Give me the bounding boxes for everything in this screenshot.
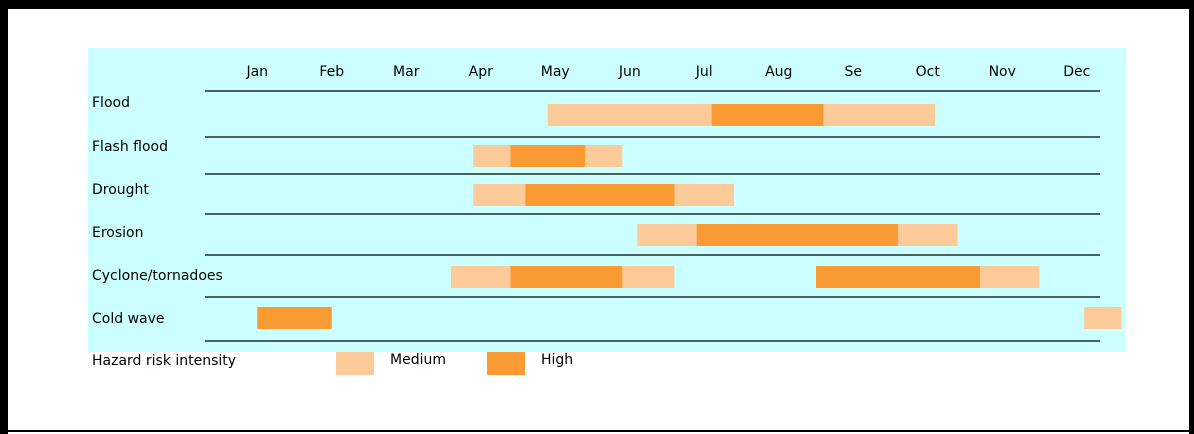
row-label: Flood — [92, 95, 130, 111]
range-bar — [257, 307, 332, 329]
frame-right — [1189, 0, 1194, 434]
x-tick-label: May — [541, 64, 570, 80]
row-label: Cold wave — [92, 311, 165, 327]
legend-swatch — [487, 352, 525, 375]
range-bar — [510, 266, 623, 288]
x-tick-label: Aug — [765, 64, 792, 80]
range-bar — [525, 184, 675, 206]
x-tick-label: Se — [845, 64, 863, 80]
range-bar — [510, 145, 586, 167]
legend-label: High — [541, 352, 573, 368]
frame-left — [0, 0, 8, 434]
x-tick-label: Apr — [469, 64, 493, 80]
row-label: Erosion — [92, 225, 143, 241]
frame-top — [0, 0, 1194, 9]
row-label: Flash flood — [92, 139, 168, 155]
range-bar — [696, 224, 898, 246]
legend-title: Hazard risk intensity — [92, 353, 236, 369]
row-label: Cyclone/tornadoes — [92, 268, 223, 284]
x-tick-label: Dec — [1063, 64, 1090, 80]
x-tick-label: Jun — [618, 64, 641, 80]
range-bar — [1084, 307, 1122, 329]
legend-label: Medium — [390, 352, 446, 368]
x-tick-label: Jul — [695, 64, 713, 80]
row-label: Drought — [92, 182, 149, 198]
x-tick-label: Nov — [989, 64, 1016, 80]
x-tick-label: Oct — [916, 64, 941, 80]
range-bar — [711, 104, 824, 126]
x-tick-label: Feb — [319, 64, 344, 80]
x-tick-label: Jan — [245, 64, 268, 80]
range-bar — [816, 266, 980, 288]
frame-bottom — [0, 430, 1194, 432]
x-tick-label: Mar — [393, 64, 420, 80]
legend-swatch — [336, 352, 374, 375]
